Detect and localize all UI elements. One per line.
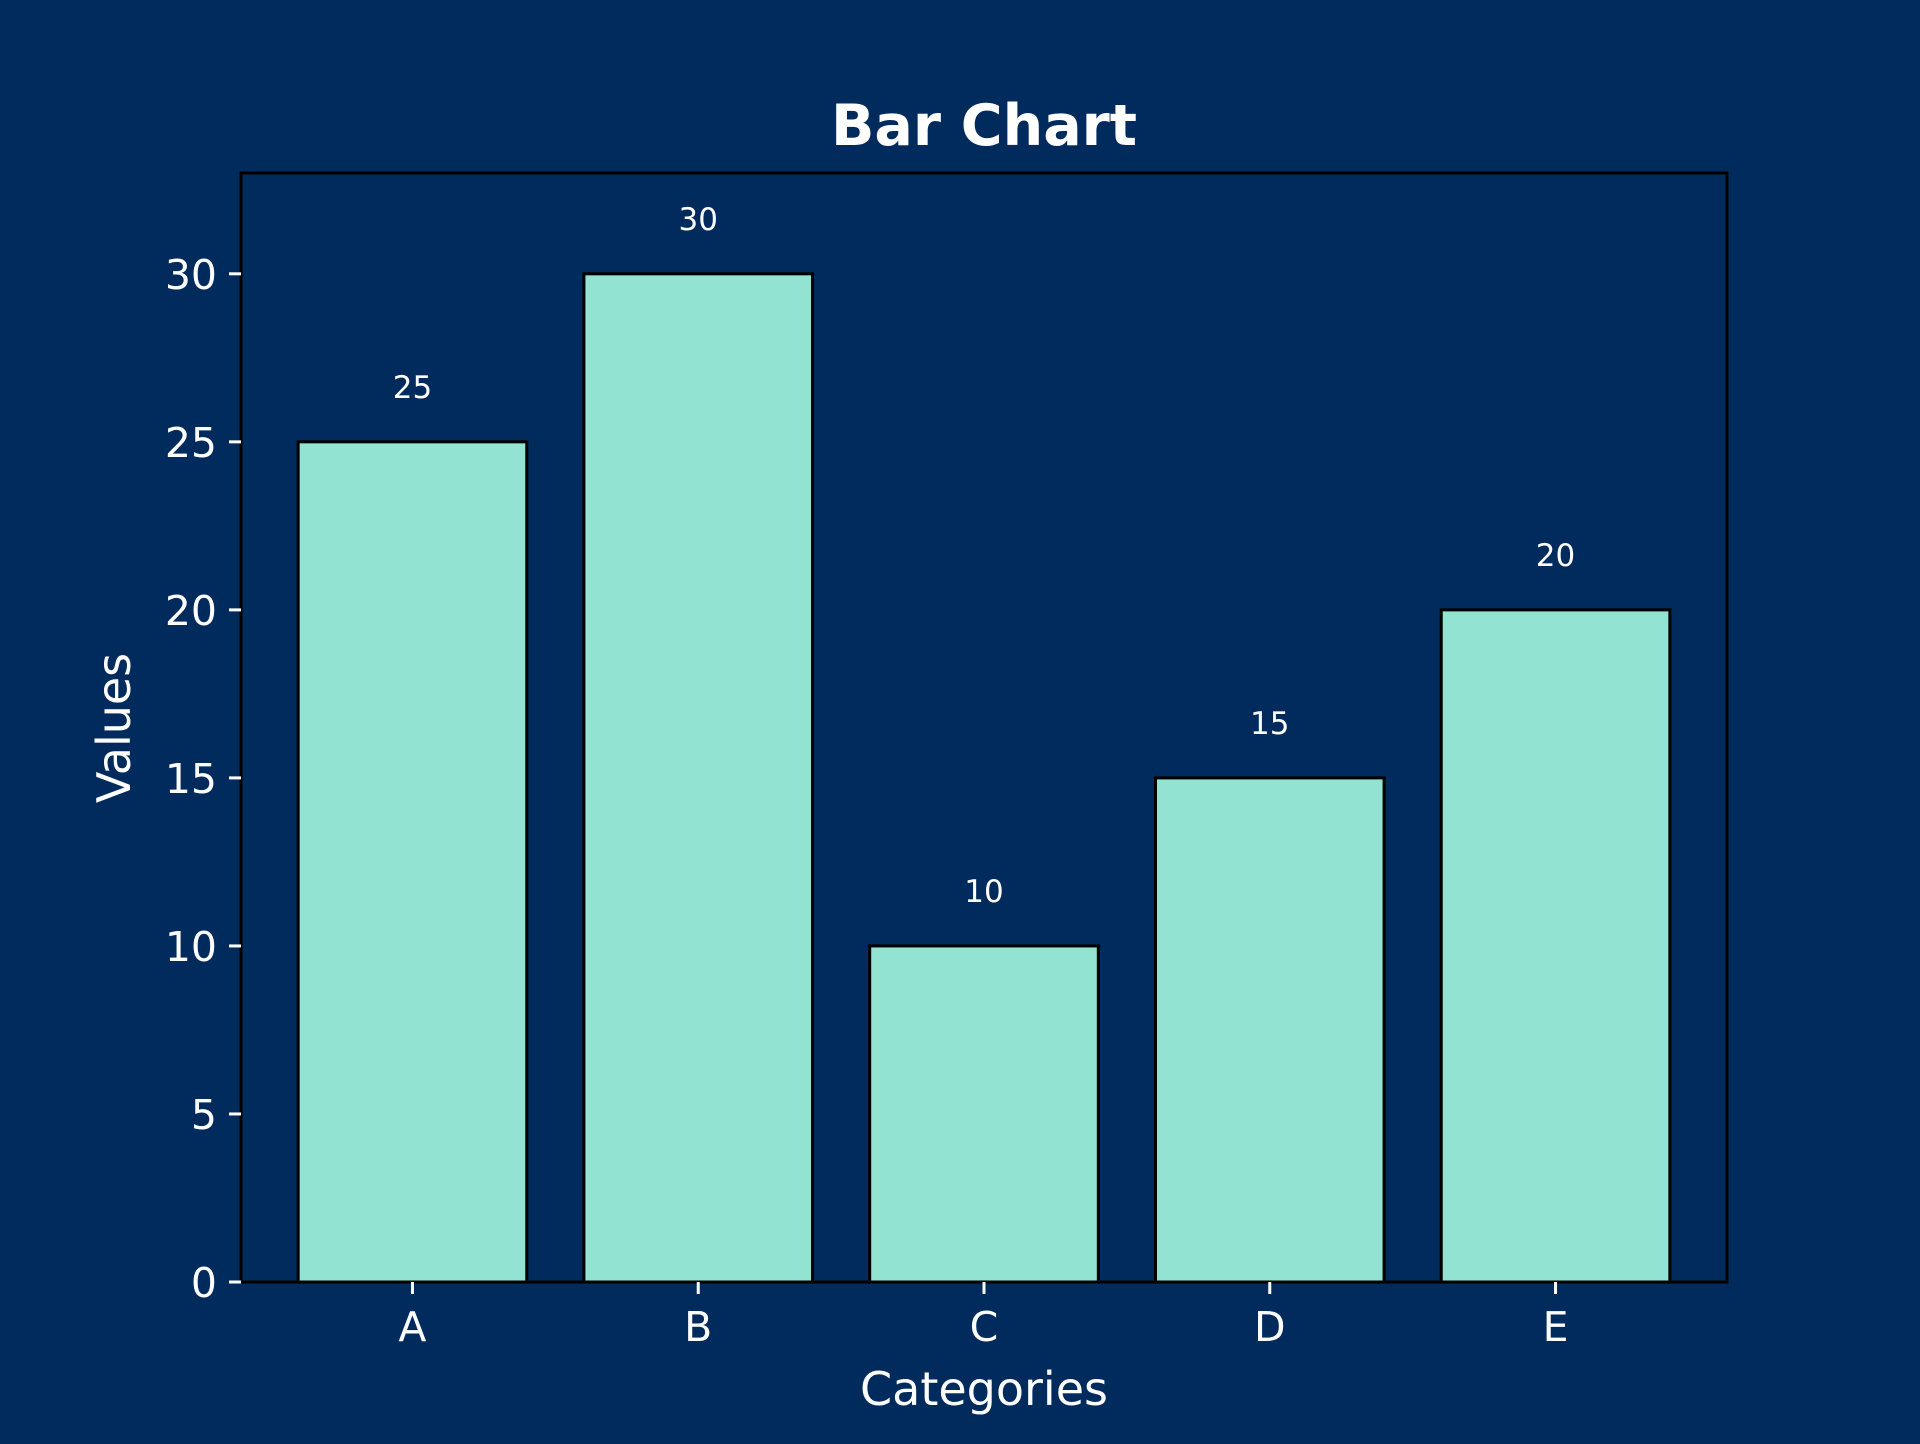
y-tick-label: 0 [191, 1259, 217, 1307]
y-tick-label: 20 [165, 587, 217, 635]
plot-area: 25 30 10 15 20 0 5 10 15 20 25 30 A B C D E [165, 171, 1729, 1351]
y-tick-label: 25 [165, 419, 217, 467]
chart-title: Bar Chart [831, 93, 1137, 159]
x-tick-label: B [684, 1303, 712, 1351]
bar-B [582, 272, 815, 1284]
data-label-B: 30 [679, 202, 718, 238]
bar-A [296, 440, 529, 1284]
y-tick-label: 5 [191, 1091, 217, 1139]
bar-D [1153, 776, 1386, 1284]
x-tick-label: D [1254, 1303, 1286, 1351]
x-tick-label: E [1543, 1303, 1569, 1351]
x-tick-label: A [398, 1303, 426, 1351]
y-axis-label: Values [87, 653, 141, 803]
data-label-C: 10 [964, 874, 1003, 910]
data-label-D: 15 [1250, 706, 1289, 742]
data-label-A: 25 [393, 370, 432, 406]
x-tick-label: C [970, 1303, 999, 1351]
bar-E [1439, 608, 1672, 1284]
y-tick-label: 10 [165, 923, 217, 971]
bar-C [868, 944, 1100, 1284]
y-tick-label: 30 [165, 251, 217, 299]
y-tick-label: 15 [165, 755, 217, 803]
data-label-E: 20 [1536, 538, 1575, 574]
x-axis-label: Categories [860, 1362, 1108, 1416]
